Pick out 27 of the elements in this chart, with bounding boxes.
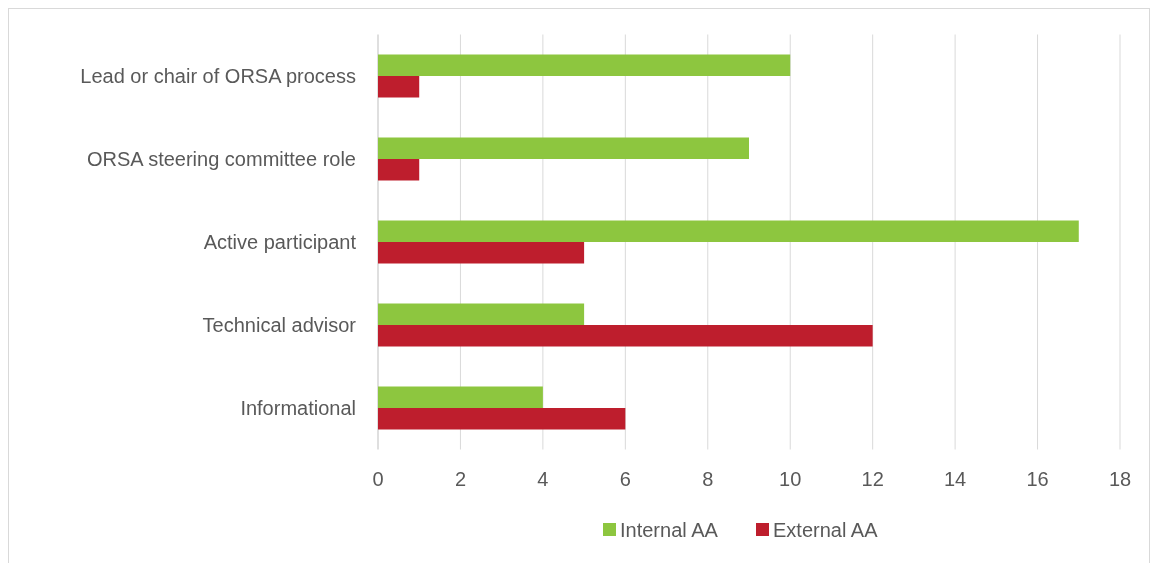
x-tick-label: 10 (779, 468, 802, 490)
bar (378, 76, 420, 98)
y-tick-label: Informational (240, 397, 356, 419)
x-tick-label: 16 (1026, 468, 1049, 490)
x-tick-label: 18 (1108, 468, 1132, 490)
x-tick-label: 2 (454, 468, 467, 490)
y-tick-label: Active participant (203, 231, 357, 253)
bar (378, 325, 873, 347)
bar (378, 386, 543, 408)
bar (378, 303, 585, 325)
x-tick-label: 4 (537, 468, 549, 490)
x-tick-label: 8 (702, 468, 714, 490)
bar (378, 220, 1079, 242)
y-tick-label: Technical advisor (202, 314, 357, 336)
x-tick-label: 14 (943, 468, 967, 490)
bar (378, 137, 749, 159)
x-tick-label: 6 (619, 468, 631, 490)
bar (378, 408, 626, 430)
bar (378, 242, 585, 264)
y-tick-label: ORSA steering committee role (87, 148, 356, 170)
x-tick-label: 0 (372, 468, 384, 490)
legend-label: Internal AA (620, 519, 719, 541)
x-tick-label: 12 (861, 468, 884, 490)
bar (378, 54, 791, 76)
bar (378, 159, 420, 181)
y-tick-label: Lead or chair of ORSA process (80, 65, 356, 87)
legend-label: External AA (773, 519, 879, 541)
